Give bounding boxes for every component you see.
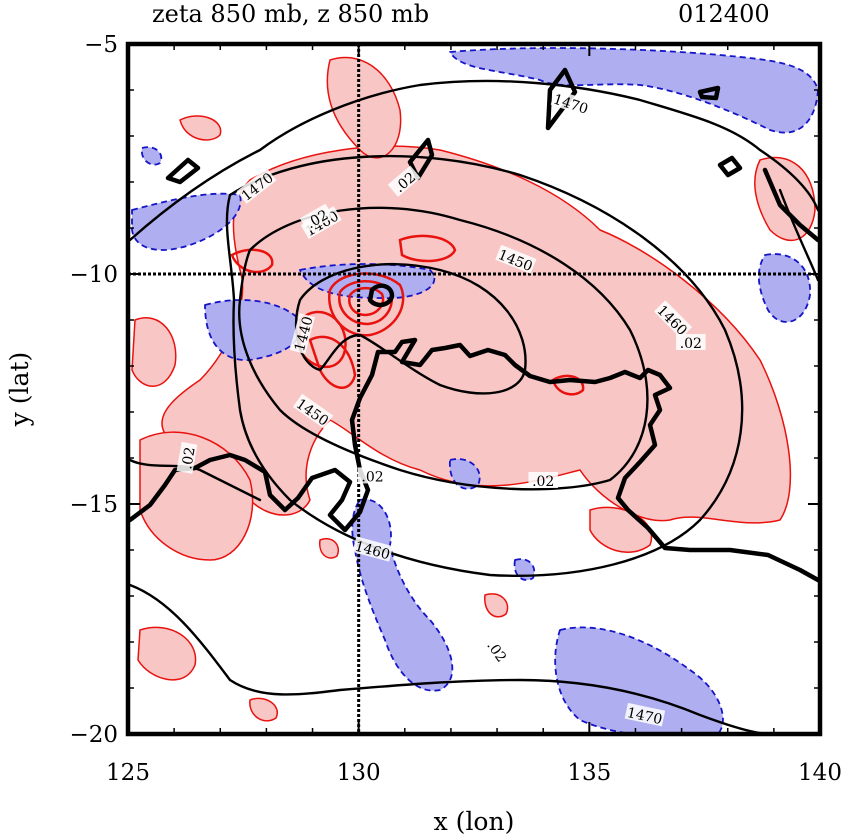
y-axis-label: y (lat) — [5, 352, 34, 428]
positive-vorticity-lower-left — [139, 431, 254, 561]
x-axis-label: x (lon) — [434, 807, 515, 836]
crosshair — [128, 44, 820, 734]
height-contour-1440 — [294, 263, 527, 395]
positive-vorticity-fill — [131, 56, 816, 722]
zeta-contour-label-text: .02 — [179, 446, 199, 471]
height-contour-1480-west — [128, 458, 262, 502]
y-tick-label-1: −10 — [69, 262, 118, 288]
axes: 125 130 135 140 −5 −10 −15 −20 — [69, 32, 842, 786]
x-tick-label-0: 125 — [106, 760, 150, 786]
coastline-east — [717, 155, 743, 178]
zeta-contour-label-4: .02 — [176, 441, 199, 474]
time-label: 012400 — [678, 0, 770, 28]
core-contour-2 — [338, 280, 393, 326]
height-contour-label-bg — [292, 393, 334, 429]
coastline-main — [128, 337, 820, 583]
height-contour-label-text: 1470 — [625, 705, 663, 728]
negative-vorticity-left-streak — [131, 192, 242, 251]
height-contour-label-bg — [495, 244, 537, 274]
height-contour-label-bg — [236, 167, 277, 204]
positive-vorticity-top-strip — [326, 56, 402, 159]
zeta-contour-label-2: .02 — [676, 334, 706, 352]
core-contour-3 — [348, 286, 385, 317]
core-contour-8 — [308, 335, 357, 389]
height-contours — [128, 79, 820, 734]
coastline-center-circle — [367, 283, 395, 308]
height-contour-1470-south — [128, 583, 772, 734]
negative-vorticity-small-east — [449, 458, 481, 490]
zeta-contour-label-bg — [176, 441, 198, 474]
zeta-contour-label-bg — [357, 467, 388, 484]
plot-area: 147014701470146014601460145014501440.02.… — [128, 44, 820, 734]
height-contour-1450 — [238, 206, 649, 491]
x-tick-label-1: 130 — [337, 760, 381, 786]
positive-vorticity-small-patch-2 — [319, 538, 339, 559]
height-contour-label-bg — [289, 313, 315, 354]
zeta-contour-label-bg — [528, 472, 558, 488]
core-contour-6 — [230, 248, 274, 274]
height-contour-label-2: 1470 — [624, 702, 666, 728]
positive-vorticity-small-patch-1 — [484, 593, 509, 618]
zeta-contour-label-3: .02 — [528, 472, 558, 490]
negative-vorticity-right-patch — [758, 253, 811, 323]
positive-vorticity-small-patch-3 — [249, 697, 279, 722]
plot-frame — [125, 41, 823, 737]
x-tick-label-3: 140 — [798, 760, 842, 786]
vorticity-core-contours — [230, 234, 585, 396]
positive-vorticity-left-patch — [131, 317, 177, 387]
height-contour-label-bg — [352, 536, 394, 562]
negative-vorticity-top-right — [449, 47, 819, 134]
zeta-contour-label-text: .02 — [532, 474, 554, 490]
zeta-contour-label-bg — [387, 165, 421, 197]
height-contour-label-bg — [624, 702, 666, 727]
negative-vorticity-core-left — [204, 299, 302, 361]
zeta-contour-label-text: .02 — [361, 469, 383, 485]
zeta-contour-label-1: .02 — [387, 165, 421, 197]
coastline-small-island-2 — [165, 157, 201, 185]
height-contour-1470-north — [128, 79, 820, 242]
coastline-east-edge — [762, 167, 820, 243]
y-tick-label-3: −20 — [69, 722, 118, 748]
positive-vorticity-top-left-wisp — [179, 115, 222, 141]
positive-vorticity-small-left — [137, 626, 197, 681]
core-contour-7 — [551, 374, 585, 396]
height-contour-label-bg — [653, 300, 693, 339]
zeta-contour-label-5: .02 — [357, 467, 388, 485]
contour-labels: 147014701470146014601460145014501440.02.… — [176, 89, 706, 728]
height-contour-1460 — [225, 154, 744, 577]
chart-title: zeta 850 mb, z 850 mb — [152, 0, 429, 28]
zeta-contour-label-text: .02 — [680, 336, 702, 352]
negative-vorticity-small-top-left — [140, 146, 163, 166]
y-tick-label-0: −5 — [84, 32, 118, 58]
height-contour-label-bg — [550, 89, 592, 117]
core-contour-5 — [398, 234, 457, 263]
zeta-contour-label-bg — [482, 633, 513, 668]
coastline-top-right-2 — [697, 85, 721, 101]
x-tick-label-2: 135 — [567, 760, 611, 786]
y-tick-label-2: −15 — [69, 492, 118, 518]
zeta-contour-label-bg — [299, 203, 334, 233]
zeta-contour-label-bg — [676, 334, 706, 350]
